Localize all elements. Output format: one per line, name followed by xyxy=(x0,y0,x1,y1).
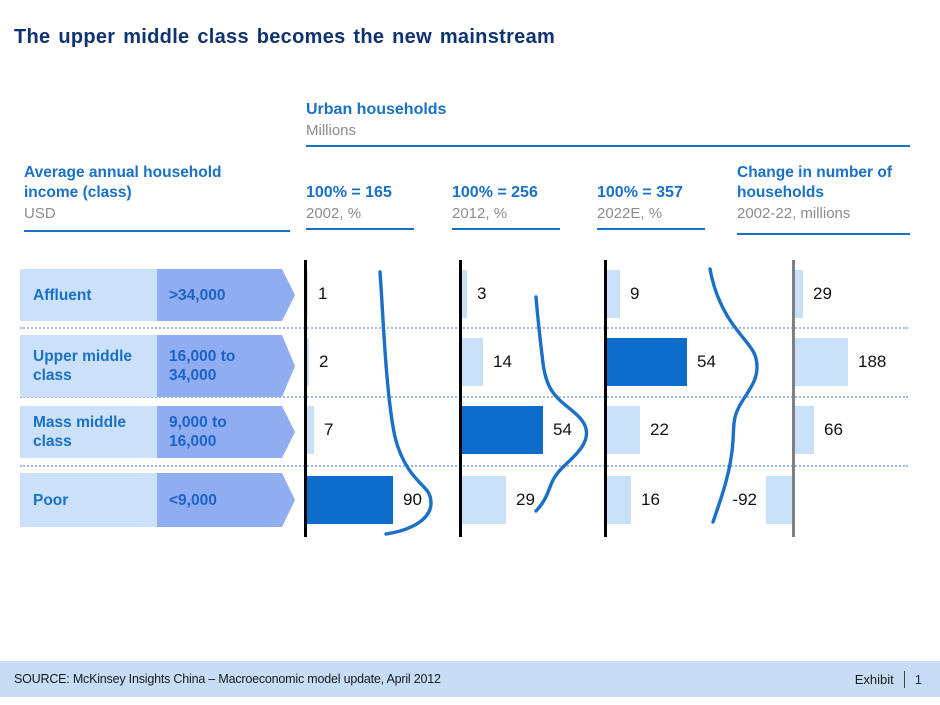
bar-value-label: 29 xyxy=(813,284,832,303)
group-header: Urban households Millions xyxy=(306,101,910,139)
bar xyxy=(795,338,848,386)
group-header-units: Millions xyxy=(306,122,357,139)
bar xyxy=(462,406,543,454)
bar-value-label: 14 xyxy=(493,352,512,371)
change-column-header: Change in number of households 2002-22, … xyxy=(737,163,917,222)
bar-value-label: 54 xyxy=(553,420,572,439)
bar xyxy=(766,476,792,524)
bar xyxy=(607,270,620,318)
group-header-title: Urban households xyxy=(306,101,447,118)
year-column-header: 100% = 357 2022E, % xyxy=(597,184,737,230)
bar-value-label: 1 xyxy=(318,284,328,303)
bar xyxy=(462,476,506,524)
bar xyxy=(795,270,803,318)
income-axis-rule xyxy=(24,230,290,232)
bar xyxy=(307,270,308,318)
change-column-rule xyxy=(737,233,910,235)
bar-value-label: 29 xyxy=(516,490,535,509)
class-label: Upper middle class xyxy=(20,335,157,397)
column-header-rule xyxy=(452,228,560,230)
chart-axis xyxy=(304,260,307,537)
exhibit-tag: Exhibit 1 xyxy=(854,670,922,688)
exhibit-label: Exhibit xyxy=(854,671,894,687)
group-header-rule xyxy=(306,145,910,147)
income-range-arrow: >34,000 xyxy=(157,269,295,321)
change-column-title: Change in number of households xyxy=(737,164,892,201)
income-axis-units: USD xyxy=(24,205,56,222)
footer-bar: SOURCE: McKinsey Insights China – Macroe… xyxy=(0,661,940,697)
bar-value-label: 22 xyxy=(650,420,669,439)
exhibit-separator xyxy=(903,670,905,688)
income-axis-title: Average annual household income (class) xyxy=(24,164,222,201)
chart-axis xyxy=(792,260,795,537)
change-column-units: 2002-22, millions xyxy=(737,205,851,222)
bar-value-label: 2 xyxy=(319,352,329,371)
bar-value-label: 7 xyxy=(324,420,334,439)
column-total-label: 100% = 357 xyxy=(597,184,683,201)
class-label: Affluent xyxy=(20,269,157,321)
bar-value-label: 16 xyxy=(641,490,660,509)
income-range-arrow: 16,000 to 34,000 xyxy=(157,335,295,397)
bar xyxy=(795,406,814,454)
bar xyxy=(607,476,631,524)
exhibit-number: 1 xyxy=(914,671,922,687)
column-header-rule xyxy=(306,228,414,230)
column-total-label: 100% = 256 xyxy=(452,184,538,201)
bar xyxy=(462,338,483,386)
page-title: The upper middle class becomes the new m… xyxy=(14,26,556,48)
bar-value-label: 3 xyxy=(477,284,487,303)
class-label: Poor xyxy=(20,473,157,527)
income-range-arrow: <9,000 xyxy=(157,473,295,527)
column-total-label: 100% = 165 xyxy=(306,184,392,201)
bar xyxy=(307,406,314,454)
row-separator xyxy=(20,396,908,398)
bar xyxy=(607,338,687,386)
income-axis-header: Average annual household income (class) … xyxy=(24,163,276,222)
bar xyxy=(307,476,393,524)
distribution-curve-2012 xyxy=(534,295,589,513)
class-label: Mass middle class xyxy=(20,406,157,458)
column-year-label: 2012, % xyxy=(452,205,508,222)
year-column-header: 100% = 256 2012, % xyxy=(452,184,592,230)
column-header-rule xyxy=(597,228,705,230)
bar-value-label: 90 xyxy=(403,490,422,509)
bar-value-label: 9 xyxy=(630,284,640,303)
row-separator xyxy=(20,465,908,467)
chart-axis xyxy=(604,260,607,537)
row-separator xyxy=(20,327,908,329)
bar-value-label: -92 xyxy=(732,490,757,509)
bar xyxy=(307,338,309,386)
bar-value-label: 66 xyxy=(824,420,843,439)
bar xyxy=(462,270,467,318)
source-note: SOURCE: McKinsey Insights China – Macroe… xyxy=(14,672,441,686)
bar xyxy=(607,406,640,454)
column-year-label: 2002, % xyxy=(306,205,362,222)
year-column-header: 100% = 165 2002, % xyxy=(306,184,446,230)
bar-value-label: 188 xyxy=(858,352,887,371)
chart-axis xyxy=(459,260,462,537)
column-year-label: 2022E, % xyxy=(597,205,663,222)
bar-value-label: 54 xyxy=(697,352,716,371)
income-range-arrow: 9,000 to 16,000 xyxy=(157,406,295,458)
